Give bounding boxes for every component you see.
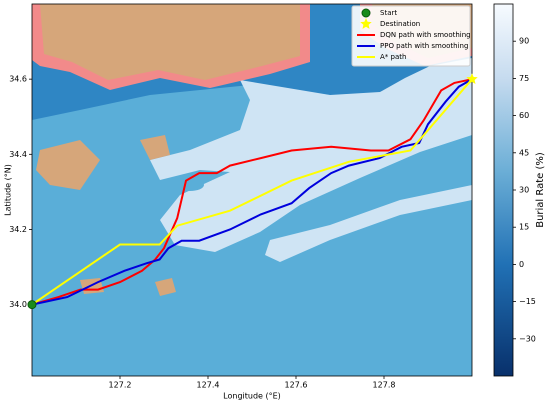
path-line: [31, 78, 473, 306]
y-tick-label: 34.6: [9, 75, 27, 84]
colorbar-tick-label: 75: [519, 74, 529, 83]
x-tick-label: 127.2: [109, 381, 132, 390]
legend-label: A* path: [380, 53, 406, 61]
colorbar-tick-label: 60: [519, 111, 529, 120]
legend-label: PPO path with smoothing: [380, 42, 468, 50]
legend-marker: [361, 8, 371, 18]
x-tick-label: 127.4: [197, 381, 220, 390]
colorbar-tick-label: 45: [519, 148, 529, 157]
colorbar: [493, 3, 514, 377]
y-tick-label: 34.4: [9, 150, 27, 159]
plot-frame: [31, 3, 473, 377]
y-axis-label: Latitude (°N): [4, 164, 13, 216]
path-line: [31, 78, 473, 306]
colorbar-tick-label: −15: [519, 297, 536, 306]
start-marker: [27, 300, 37, 310]
colorbar-tick-label: 15: [519, 223, 529, 232]
legend: [351, 5, 471, 67]
colorbar-label: Burial Rate (%): [535, 152, 546, 228]
y-tick-label: 34.2: [9, 225, 27, 234]
legend-marker: [360, 18, 372, 29]
y-tick-label: 34.0: [9, 300, 27, 309]
legend-label: Destination: [380, 20, 420, 28]
colorbar-tick-label: 0: [519, 260, 524, 269]
path-line: [31, 78, 473, 306]
legend-label: Start: [380, 9, 397, 17]
x-axis-label: Longitude (°E): [223, 392, 281, 401]
colorbar-tick-label: 90: [519, 37, 529, 46]
destination-marker: [466, 73, 478, 84]
x-tick-label: 127.6: [285, 381, 308, 390]
colorbar-tick-label: −30: [519, 334, 536, 343]
x-tick-label: 127.8: [373, 381, 396, 390]
legend-label: DQN path with smoothing: [380, 31, 471, 39]
colorbar-tick-label: 30: [519, 186, 529, 195]
